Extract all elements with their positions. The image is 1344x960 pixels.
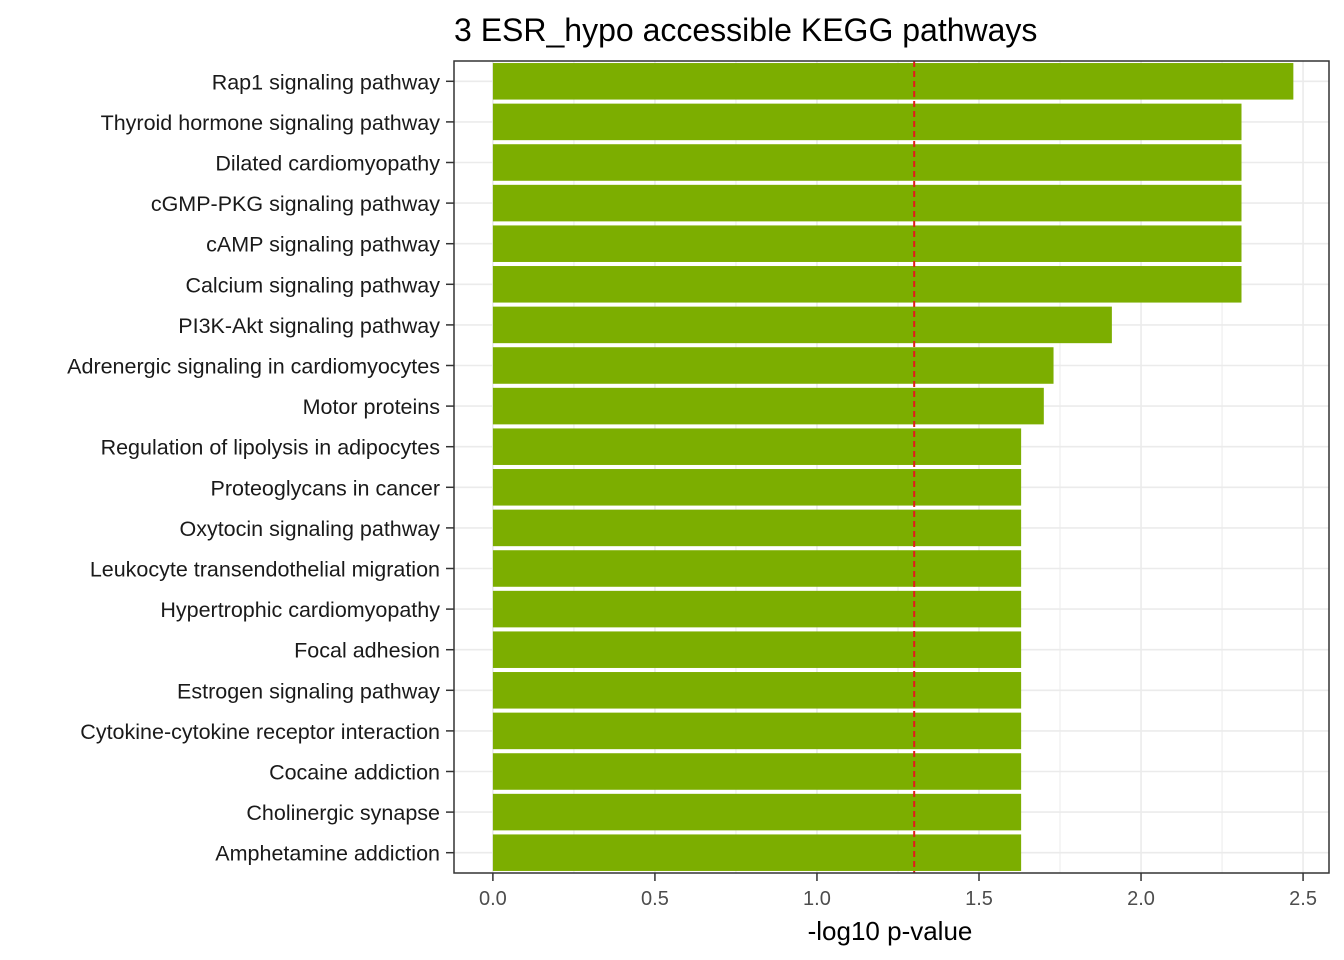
y-tick-label: Amphetamine addiction: [215, 842, 440, 866]
bar: [492, 469, 1022, 506]
x-axis-title: -log10 p-value: [808, 916, 973, 946]
bar: [492, 144, 1242, 181]
x-tick-label: 1.0: [803, 888, 831, 910]
panel-background: [454, 61, 1329, 873]
x-axis: 0.0 0.5 1.0 1.5 2.0 2.5: [479, 873, 1317, 910]
y-tick-label: Proteoglycans in cancer: [211, 476, 440, 500]
y-tick-label: Cytokine-cytokine receptor interaction: [80, 720, 440, 744]
y-tick-label: cAMP signaling pathway: [206, 233, 440, 257]
x-tick-label: 2.5: [1289, 888, 1317, 910]
bar: [492, 590, 1022, 628]
y-tick-label: Oxytocin signaling pathway: [179, 517, 440, 541]
bar: [492, 834, 1022, 871]
bar: [492, 509, 1022, 547]
bar: [492, 712, 1022, 750]
bar: [492, 631, 1022, 668]
y-tick-label: Leukocyte transendothelial migration: [90, 558, 440, 582]
y-tick-label: Hypertrophic cardiomyopathy: [160, 598, 440, 622]
grid-lines: [454, 61, 1329, 873]
bar: [492, 753, 1022, 790]
bar: [492, 428, 1022, 465]
y-axis: Rap1 signaling pathway Thyroid hormone si…: [67, 70, 454, 866]
bar: [492, 387, 1044, 425]
y-tick-label: Rap1 signaling pathway: [212, 70, 441, 94]
bar: [492, 306, 1112, 344]
y-tick-label: Cocaine addiction: [269, 761, 440, 785]
chart-title: 3 ESR_hypo accessible KEGG pathways: [454, 12, 1037, 48]
x-tick-label: 0.0: [479, 888, 507, 910]
y-tick-label: Adrenergic signaling in cardiomyocytes: [67, 355, 440, 379]
y-tick-label: Regulation of lipolysis in adipocytes: [101, 436, 440, 460]
y-tick-label: Calcium signaling pathway: [185, 273, 440, 297]
bar: [492, 672, 1022, 709]
y-tick-label: Focal adhesion: [294, 639, 440, 663]
panel-border: [453, 60, 1330, 874]
x-tick-label: 0.5: [641, 888, 669, 910]
bar: [492, 793, 1022, 831]
y-tick-label: Cholinergic synapse: [246, 801, 440, 825]
y-tick-label: Dilated cardiomyopathy: [215, 152, 440, 176]
x-tick-label: 2.0: [1127, 888, 1155, 910]
bar: [492, 184, 1242, 222]
x-tick-label: 1.5: [965, 888, 993, 910]
bar: [492, 266, 1242, 303]
bar: [492, 103, 1242, 141]
bar: [492, 550, 1022, 587]
y-tick-label: Estrogen signaling pathway: [177, 679, 440, 703]
bars: [492, 63, 1294, 871]
bar: [492, 63, 1294, 100]
bar: [492, 225, 1242, 262]
y-tick-label: PI3K-Akt signaling pathway: [178, 314, 440, 338]
y-tick-label: Motor proteins: [303, 395, 440, 419]
y-tick-label: Thyroid hormone signaling pathway: [101, 111, 441, 135]
bar: [492, 347, 1054, 384]
y-tick-label: cGMP-PKG signaling pathway: [151, 192, 440, 216]
